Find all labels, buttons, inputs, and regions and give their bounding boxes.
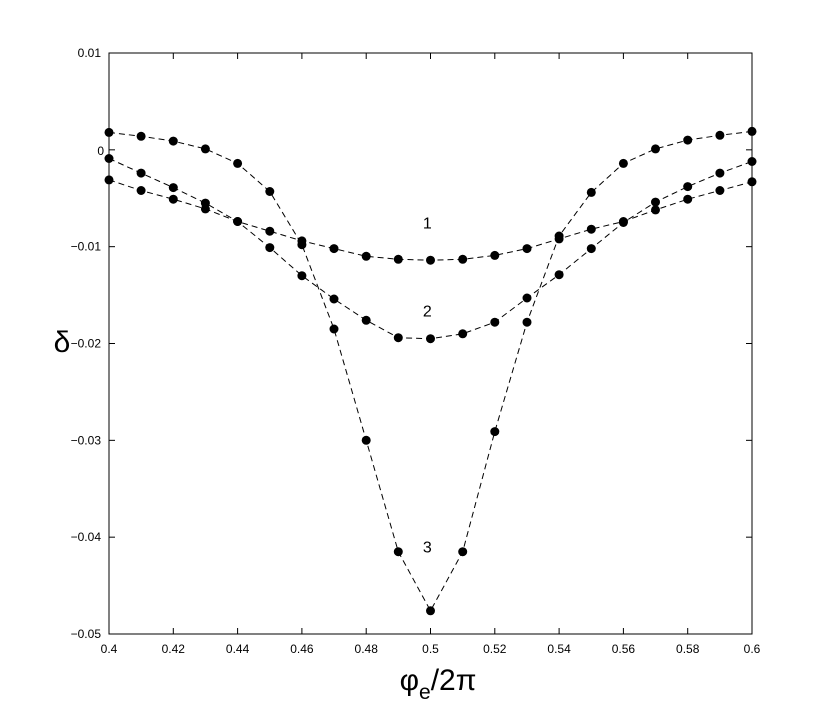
data-point	[297, 271, 307, 281]
data-point	[104, 154, 114, 163]
data-point	[168, 136, 178, 146]
series-label-2: 2	[423, 303, 432, 320]
data-point	[747, 157, 757, 166]
x-axis-label-subscript: e	[419, 681, 431, 704]
x-tick-label: 0.4	[101, 642, 118, 656]
data-point	[168, 194, 178, 204]
data-point	[104, 175, 114, 185]
data-point	[490, 317, 500, 327]
y-tick-label: 0.01	[78, 46, 102, 60]
series-labels: 1 2 3	[423, 215, 432, 556]
x-tick-label: 0.56	[612, 642, 636, 656]
series-points	[104, 126, 757, 616]
x-tick-label: 0.54	[547, 642, 571, 656]
data-point	[651, 197, 660, 207]
data-point	[393, 333, 403, 343]
data-point	[490, 250, 500, 260]
data-point	[200, 144, 210, 154]
data-point	[715, 130, 725, 140]
x-tick-label: 0.52	[483, 642, 507, 656]
data-point	[393, 547, 403, 557]
data-point	[683, 182, 693, 192]
data-point	[168, 183, 178, 193]
data-point	[361, 251, 371, 261]
x-tick-label: 0.46	[290, 642, 314, 656]
data-point	[458, 329, 468, 339]
data-point	[329, 294, 339, 304]
data-point	[554, 231, 564, 241]
data-point	[683, 135, 693, 145]
data-point	[136, 186, 146, 195]
series-label-3: 3	[423, 540, 432, 557]
y-tick-label: −0.01	[71, 240, 102, 254]
data-point	[233, 217, 243, 226]
data-point	[136, 131, 146, 141]
data-point	[329, 324, 339, 334]
data-point	[586, 244, 596, 254]
data-point	[361, 435, 371, 445]
data-point	[329, 244, 339, 254]
data-point	[618, 218, 628, 227]
data-point	[715, 168, 725, 178]
data-point	[586, 187, 596, 197]
x-axis-ticks: 0.4 0.42 0.44 0.46 0.48 0.5 0.52 0.54 0.56 0.58 0.…	[101, 53, 761, 656]
data-point	[458, 254, 468, 264]
y-tick-label: −0.05	[71, 627, 102, 641]
data-point	[554, 270, 564, 280]
y-tick-label: −0.02	[71, 337, 102, 351]
y-axis-label: δ	[54, 326, 71, 359]
data-point	[233, 158, 243, 168]
x-tick-label: 0.6	[744, 642, 761, 656]
data-point	[490, 427, 500, 437]
data-point	[747, 177, 757, 187]
data-point	[361, 315, 371, 325]
data-point	[522, 317, 532, 327]
data-point	[651, 205, 660, 215]
data-point	[747, 126, 757, 136]
data-point	[200, 198, 210, 208]
data-point	[651, 144, 660, 154]
data-point	[522, 293, 532, 303]
x-axis-label-rest: /2π	[431, 664, 477, 697]
x-tick-label: 0.44	[226, 642, 250, 656]
data-point	[426, 606, 435, 616]
data-point	[522, 244, 532, 254]
data-point	[265, 226, 275, 236]
x-tick-label: 0.48	[355, 642, 379, 656]
y-tick-label: 0	[97, 144, 104, 158]
data-point	[297, 240, 307, 250]
x-axis-label-main: φ	[400, 664, 419, 697]
data-point	[426, 255, 435, 265]
x-tick-label: 0.58	[676, 642, 700, 656]
data-point	[104, 127, 114, 137]
data-point	[136, 168, 146, 178]
data-point	[265, 243, 275, 253]
y-axis-ticks: 0.01 0 −0.01 −0.02 −0.03 −0.04 −0.05	[71, 46, 752, 641]
x-axis-label: φe/2π	[400, 664, 477, 704]
data-point	[715, 186, 725, 195]
data-point	[586, 224, 596, 234]
x-tick-label: 0.5	[422, 642, 439, 656]
data-point	[393, 254, 403, 264]
data-point	[683, 194, 693, 204]
data-point	[265, 187, 275, 196]
y-tick-label: −0.03	[71, 433, 102, 447]
x-tick-label: 0.42	[162, 642, 186, 656]
series-label-1: 1	[423, 215, 432, 232]
data-point	[458, 547, 468, 557]
data-point	[426, 334, 435, 344]
data-point	[618, 158, 628, 168]
y-tick-label: −0.04	[71, 530, 102, 544]
